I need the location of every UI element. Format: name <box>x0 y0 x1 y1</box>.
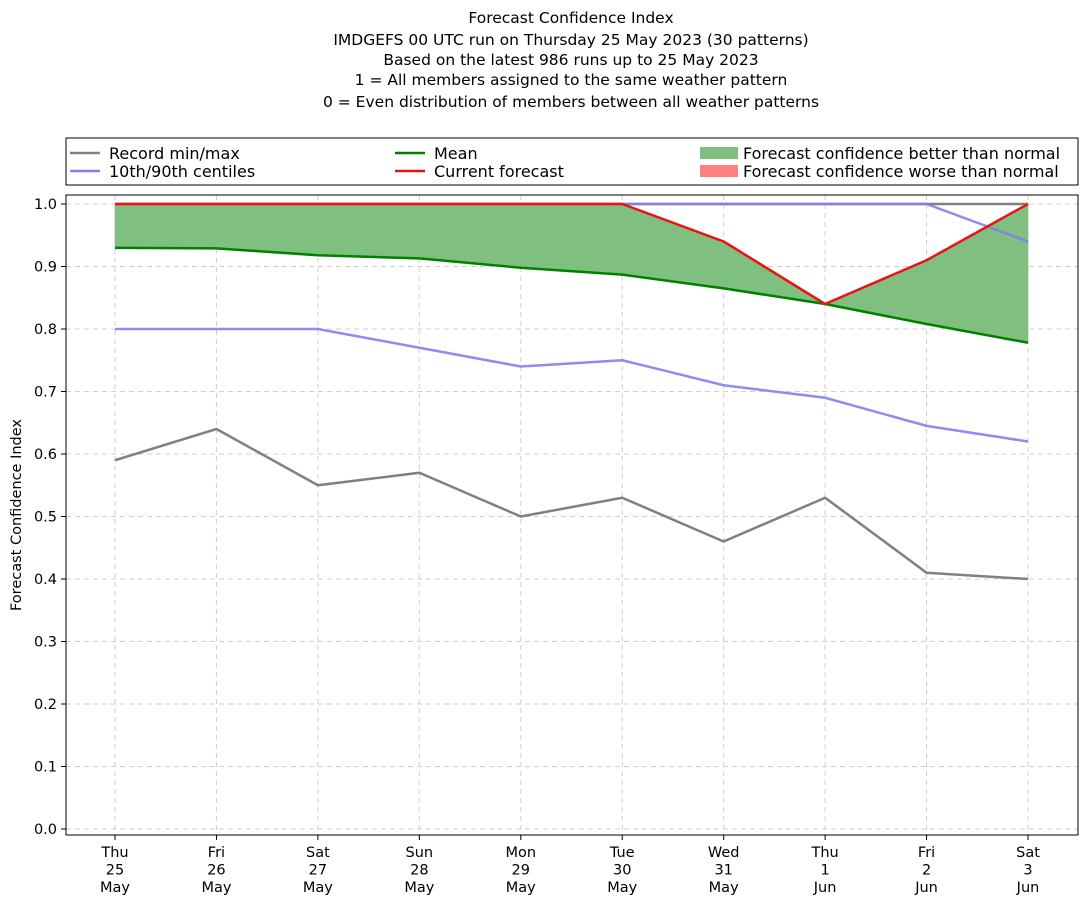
x-tick-label: May <box>201 880 231 896</box>
y-tick-label: 0.4 <box>34 572 57 588</box>
x-tick-label: May <box>607 880 637 896</box>
x-tick-label: 2 <box>922 863 931 879</box>
fill-better-than-normal <box>926 203 1029 344</box>
axes <box>65 194 1079 836</box>
legend-forecast-confidence-worse-than-normal-label: Forecast confidence worse than normal <box>743 162 1059 181</box>
chart-title: Forecast Confidence Index IMDGEFS 00 UTC… <box>323 9 819 111</box>
legend-frame <box>65 137 1079 186</box>
x-tick-label: 28 <box>410 863 428 879</box>
legend-forecast-confidence-worse-than-normal-swatch <box>700 165 738 177</box>
x-axis-ticks: Thu25MayFri26MaySat27MaySun28MayMon29May… <box>100 835 1040 896</box>
y-tick-label: 0.1 <box>34 760 57 776</box>
x-tick-label: Jun <box>813 880 837 896</box>
x-tick-label: Tue <box>609 845 635 861</box>
x-tick-label: Wed <box>708 845 740 861</box>
x-tick-label: 25 <box>106 863 124 879</box>
x-tick-label: 26 <box>207 863 225 879</box>
x-tick-label: Thu <box>100 845 128 861</box>
confidence-fill <box>114 203 1029 344</box>
y-tick-label: 0.2 <box>34 697 57 713</box>
x-tick-label: Sat <box>306 845 330 861</box>
legend-forecast-confidence-better-than-normal-swatch <box>700 147 738 159</box>
y-tick-label: 0.6 <box>34 447 57 463</box>
x-tick-label: 31 <box>714 863 732 879</box>
x-tick-label: May <box>709 880 739 896</box>
x-tick-label: 30 <box>613 863 631 879</box>
x-tick-label: 1 <box>820 863 829 879</box>
y-axis-ticks: 0.0 0.1 0.2 0.3 0.4 0.5 0.6 0.7 0.8 0.9 1.0 <box>34 197 66 838</box>
y-tick-label: 0.8 <box>34 322 57 338</box>
grid <box>66 195 1078 835</box>
x-tick-label: Fri <box>918 845 935 861</box>
fill-better-than-normal <box>317 203 420 259</box>
legend-forecast-confidence-better-than-normal-label: Forecast confidence better than normal <box>743 144 1060 163</box>
current-forecast-line <box>115 202 1029 306</box>
x-tick-label: Sat <box>1016 845 1040 861</box>
x-tick-label: May <box>404 880 434 896</box>
legend-mean-label: Mean <box>434 144 478 163</box>
title-line-1: Forecast Confidence Index <box>468 9 673 27</box>
title-line-3: Based on the latest 986 runs up to 25 Ma… <box>383 51 758 69</box>
y-tick-label: 0.3 <box>34 635 57 651</box>
y-tick-label: 0.7 <box>34 385 57 401</box>
10th-centile-line <box>115 327 1029 443</box>
x-tick-label: May <box>506 880 536 896</box>
plot-frame <box>65 194 1079 836</box>
x-tick-label: Mon <box>505 845 536 861</box>
mean-line <box>114 246 1029 344</box>
fill-better-than-normal <box>216 203 319 256</box>
y-tick-label: 0.0 <box>34 822 57 838</box>
legend-current-forecast-label: Current forecast <box>434 162 564 181</box>
x-tick-label: Fri <box>208 845 225 861</box>
y-tick-label: 1.0 <box>34 197 57 213</box>
x-tick-label: Jun <box>1016 880 1040 896</box>
x-tick-label: May <box>303 880 333 896</box>
title-line-5: 0 = Even distribution of members between… <box>323 93 819 111</box>
x-tick-label: Sun <box>406 845 434 861</box>
title-line-2: IMDGEFS 00 UTC run on Thursday 25 May 20… <box>333 31 808 49</box>
y-axis-label: Forecast Confidence Index <box>9 419 25 611</box>
x-tick-label: 29 <box>512 863 530 879</box>
series-lines <box>114 202 1029 581</box>
y-tick-label: 0.9 <box>34 260 57 276</box>
x-tick-label: Jun <box>914 880 938 896</box>
legend-record-min-max-label: Record min/max <box>109 144 240 163</box>
legend-10th-90th-centiles-label: 10th/90th centiles <box>109 162 255 181</box>
fill-better-than-normal <box>114 203 217 249</box>
x-tick-label: 3 <box>1023 863 1032 879</box>
record-min-line <box>114 427 1029 581</box>
x-tick-label: Thu <box>810 845 838 861</box>
x-tick-label: 27 <box>309 863 327 879</box>
fill-better-than-normal <box>419 203 522 269</box>
x-tick-label: May <box>100 880 130 896</box>
fill-better-than-normal <box>520 203 623 275</box>
y-tick-label: 0.5 <box>34 510 57 526</box>
title-line-4: 1 = All members assigned to the same wea… <box>355 71 788 89</box>
